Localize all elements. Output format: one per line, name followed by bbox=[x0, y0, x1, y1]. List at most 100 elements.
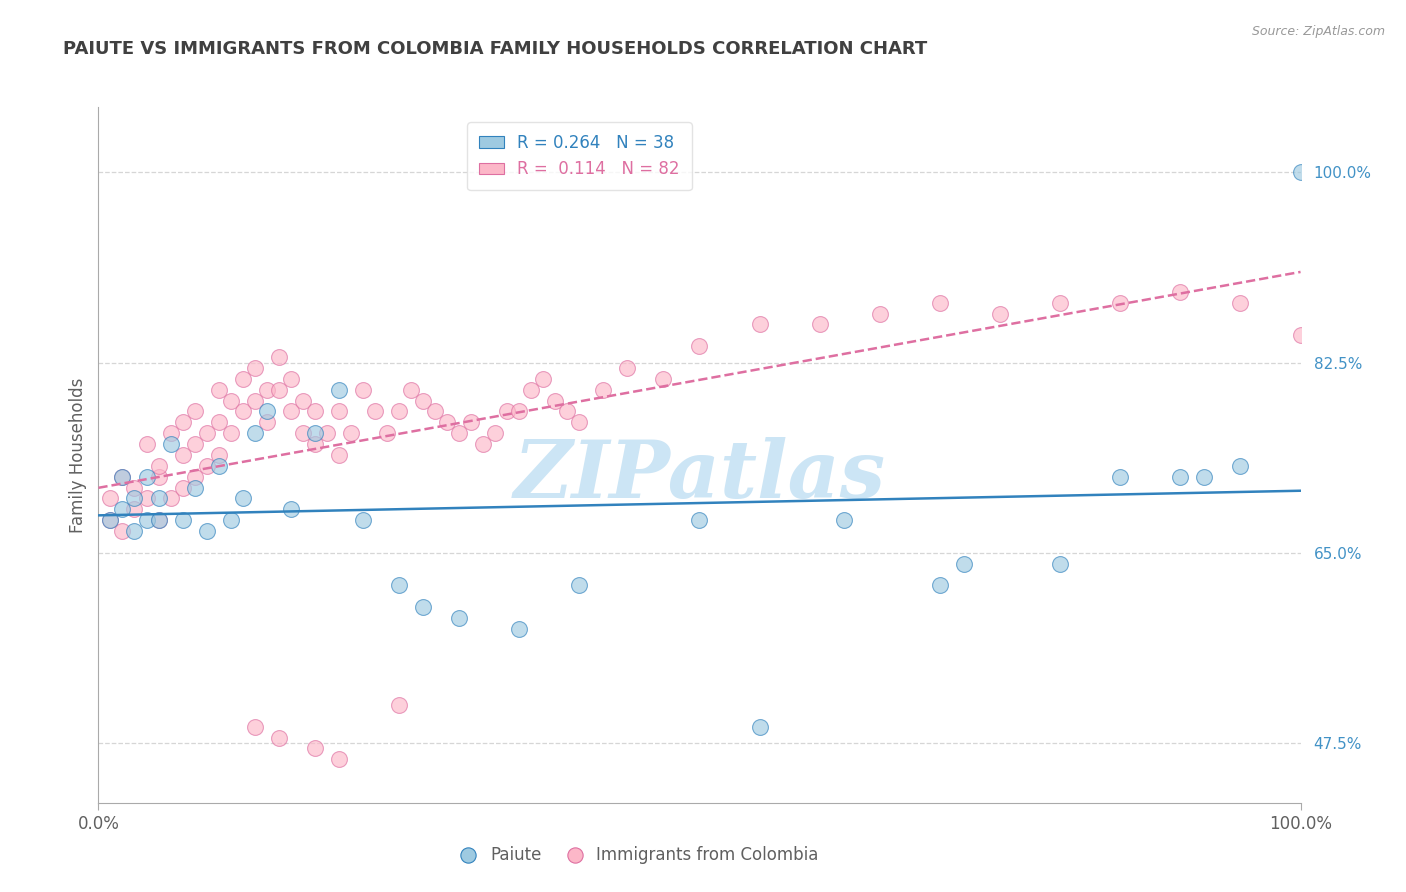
Point bbox=[928, 295, 950, 310]
Point bbox=[1109, 295, 1132, 310]
Point bbox=[544, 393, 567, 408]
Point bbox=[568, 578, 591, 592]
Point bbox=[135, 437, 157, 451]
Point bbox=[388, 578, 411, 592]
Point bbox=[111, 469, 134, 483]
Point bbox=[232, 372, 254, 386]
Point bbox=[232, 491, 254, 506]
Point bbox=[869, 307, 891, 321]
Point bbox=[124, 524, 146, 538]
Point bbox=[412, 600, 434, 615]
Text: ZIPatlas: ZIPatlas bbox=[513, 437, 886, 515]
Point bbox=[472, 437, 495, 451]
Point bbox=[953, 557, 976, 571]
Point bbox=[328, 404, 350, 418]
Legend: Paiute, Immigrants from Colombia: Paiute, Immigrants from Colombia bbox=[453, 839, 825, 871]
Point bbox=[100, 491, 122, 506]
Point bbox=[1049, 557, 1071, 571]
Point bbox=[135, 469, 157, 483]
Point bbox=[460, 415, 482, 429]
Point bbox=[267, 731, 290, 745]
Point bbox=[280, 372, 302, 386]
Point bbox=[748, 318, 770, 332]
Point bbox=[1229, 295, 1251, 310]
Y-axis label: Family Households: Family Households bbox=[69, 377, 87, 533]
Point bbox=[531, 372, 554, 386]
Point bbox=[748, 720, 770, 734]
Point bbox=[1170, 285, 1192, 299]
Point bbox=[219, 426, 242, 441]
Point bbox=[832, 513, 855, 527]
Point bbox=[267, 383, 290, 397]
Point bbox=[328, 752, 350, 766]
Point bbox=[304, 426, 326, 441]
Point bbox=[256, 383, 278, 397]
Point bbox=[280, 502, 302, 516]
Point bbox=[243, 720, 266, 734]
Point bbox=[352, 513, 374, 527]
Point bbox=[568, 415, 591, 429]
Point bbox=[219, 393, 242, 408]
Point bbox=[1170, 469, 1192, 483]
Point bbox=[111, 469, 134, 483]
Point bbox=[423, 404, 446, 418]
Point bbox=[183, 481, 205, 495]
Point bbox=[1229, 458, 1251, 473]
Point bbox=[267, 350, 290, 364]
Point bbox=[520, 383, 543, 397]
Text: PAIUTE VS IMMIGRANTS FROM COLOMBIA FAMILY HOUSEHOLDS CORRELATION CHART: PAIUTE VS IMMIGRANTS FROM COLOMBIA FAMIL… bbox=[63, 40, 928, 58]
Point bbox=[219, 513, 242, 527]
Point bbox=[100, 513, 122, 527]
Point bbox=[928, 578, 950, 592]
Point bbox=[364, 404, 387, 418]
Point bbox=[243, 361, 266, 376]
Point bbox=[208, 415, 231, 429]
Point bbox=[183, 469, 205, 483]
Point bbox=[195, 458, 218, 473]
Point bbox=[183, 404, 205, 418]
Point bbox=[508, 622, 530, 636]
Point bbox=[148, 469, 170, 483]
Point bbox=[1289, 328, 1312, 343]
Point bbox=[592, 383, 614, 397]
Point bbox=[304, 741, 326, 756]
Point bbox=[243, 393, 266, 408]
Point bbox=[375, 426, 398, 441]
Point bbox=[172, 513, 194, 527]
Point bbox=[447, 611, 470, 625]
Point bbox=[1109, 469, 1132, 483]
Point bbox=[616, 361, 638, 376]
Point bbox=[388, 404, 411, 418]
Point bbox=[988, 307, 1011, 321]
Point bbox=[111, 524, 134, 538]
Text: Source: ZipAtlas.com: Source: ZipAtlas.com bbox=[1251, 25, 1385, 38]
Point bbox=[484, 426, 506, 441]
Point bbox=[124, 502, 146, 516]
Point bbox=[195, 426, 218, 441]
Point bbox=[436, 415, 458, 429]
Point bbox=[256, 404, 278, 418]
Point bbox=[232, 404, 254, 418]
Point bbox=[183, 437, 205, 451]
Point bbox=[124, 491, 146, 506]
Point bbox=[304, 437, 326, 451]
Point bbox=[159, 491, 181, 506]
Point bbox=[208, 383, 231, 397]
Point bbox=[412, 393, 434, 408]
Point bbox=[148, 513, 170, 527]
Point bbox=[243, 426, 266, 441]
Point bbox=[208, 458, 231, 473]
Point bbox=[689, 339, 711, 353]
Point bbox=[280, 404, 302, 418]
Point bbox=[172, 448, 194, 462]
Point bbox=[1194, 469, 1216, 483]
Point bbox=[1289, 165, 1312, 179]
Point bbox=[1049, 295, 1071, 310]
Point bbox=[447, 426, 470, 441]
Point bbox=[328, 383, 350, 397]
Point bbox=[148, 513, 170, 527]
Point bbox=[195, 524, 218, 538]
Point bbox=[172, 481, 194, 495]
Point bbox=[388, 698, 411, 712]
Point bbox=[124, 481, 146, 495]
